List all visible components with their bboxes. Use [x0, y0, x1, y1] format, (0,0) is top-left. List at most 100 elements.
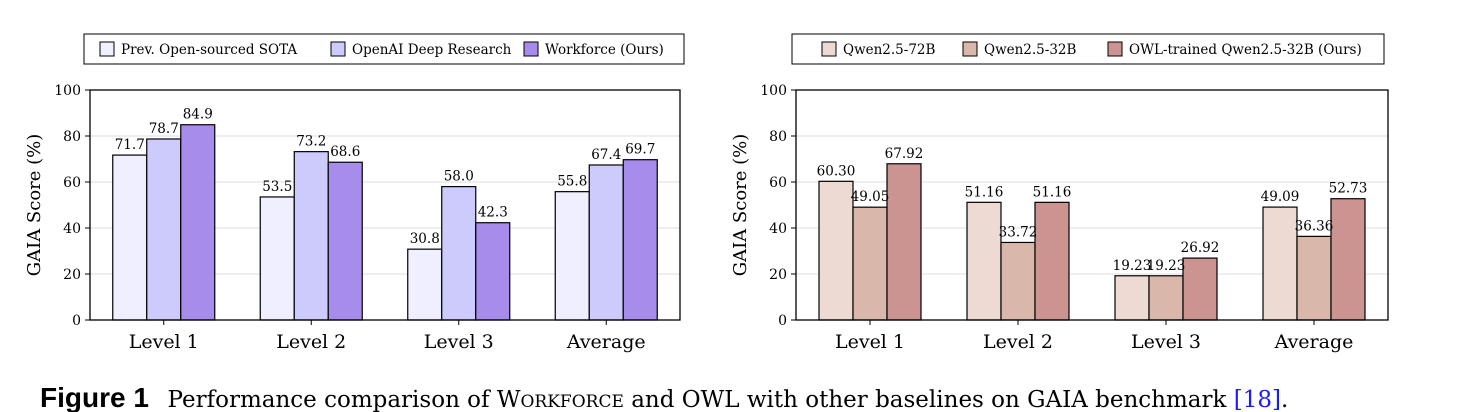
data-label: 84.9 [183, 107, 213, 123]
y-tick-label: 20 [769, 267, 787, 283]
legend-swatch [523, 41, 539, 57]
x-tick-label: Level 2 [983, 331, 1053, 353]
data-label: 67.4 [591, 147, 621, 163]
legend-label: Qwen2.5-72B [843, 42, 936, 58]
caption-workforce-smallcaps: ORKFORCE [520, 392, 624, 412]
bar [1148, 275, 1184, 321]
y-tick-label: 40 [769, 221, 787, 237]
value-labels: 71.778.784.9 53.5 73.268.6 30.8 58.0 42.3 55.8… [115, 107, 656, 247]
y-tick-label: 40 [63, 221, 81, 237]
data-label: 52.73 [1329, 181, 1368, 197]
data-label: 73.2 [296, 134, 326, 150]
bars [112, 124, 658, 321]
data-label: 26.92 [1181, 240, 1220, 256]
bar [1034, 201, 1070, 321]
bar [327, 161, 363, 321]
legend-swatch [821, 41, 837, 57]
y-tick-label: 60 [63, 175, 81, 191]
legend-box [83, 33, 685, 65]
value-labels: 60.30 49.05 67.92 51.16 33.72 51.16 19.2319.23… [817, 146, 1368, 274]
legend-swatch [962, 41, 978, 57]
x-tick-label: Level 3 [1131, 331, 1201, 353]
x-ticks: Level 1 Level 2 Level 3 Average [129, 320, 646, 353]
bar [554, 191, 590, 321]
data-label: 53.5 [262, 179, 292, 195]
y-tick-label: 20 [63, 267, 81, 283]
legend-label: Qwen2.5-32B [984, 42, 1077, 58]
data-label: 58.0 [444, 169, 474, 185]
bar [441, 186, 477, 321]
chart-right: Qwen2.5-72B Qwen2.5-32B OWL-trained Qwen2.… [730, 33, 1389, 353]
x-tick-label: Level 3 [424, 331, 494, 353]
bar [259, 196, 295, 321]
bar [818, 180, 854, 321]
bar [852, 206, 888, 321]
data-label: 71.7 [115, 137, 145, 153]
legend-label: Workforce (Ours) [545, 42, 664, 58]
bar [966, 201, 1002, 321]
bar [475, 222, 511, 321]
data-label: 78.7 [149, 121, 179, 137]
x-ticks: Level 1 Level 2 Level 3 Average [835, 320, 1353, 353]
figure: Prev. Open-sourced SOTA OpenAI Deep Resea… [24, 33, 1389, 353]
bar [1330, 198, 1366, 321]
data-label: 49.05 [851, 189, 890, 205]
y-tick-label: 60 [769, 175, 787, 191]
data-label: 55.8 [557, 174, 587, 190]
data-label: 51.16 [965, 184, 1004, 200]
legend-swatch [1107, 41, 1123, 57]
data-label: 49.09 [1261, 189, 1300, 205]
data-label: 19.23 [1113, 258, 1152, 274]
legend-label: Prev. Open-sourced SOTA [121, 42, 297, 58]
y-ticks: 0 20 40 60 80 100 [760, 83, 796, 329]
x-tick-label: Average [566, 331, 646, 353]
y-tick-label: 100 [54, 83, 81, 99]
data-label: 51.16 [1033, 184, 1072, 200]
bar [1296, 235, 1332, 321]
data-label: 69.7 [625, 142, 655, 158]
bar [180, 124, 216, 321]
bar [1262, 206, 1298, 321]
bar [1182, 257, 1218, 321]
legend-swatch [99, 41, 115, 57]
bar [293, 151, 329, 321]
x-tick-label: Level 1 [835, 331, 905, 353]
data-label: 42.3 [478, 205, 508, 221]
data-label: 36.36 [1295, 218, 1334, 234]
data-label: 60.30 [817, 163, 856, 179]
data-label: 19.23 [1147, 258, 1186, 274]
y-tick-label: 80 [769, 129, 787, 145]
caption-text-start: Performance comparison of W [167, 387, 521, 412]
legend-label: OWL-trained Qwen2.5-32B (Ours) [1129, 42, 1362, 58]
figure-caption: Figure 1 Performance comparison of WORKF… [0, 382, 1480, 412]
bar [886, 163, 922, 321]
bar [146, 138, 182, 321]
x-tick-label: Level 1 [129, 331, 199, 353]
y-axis-label: GAIA Score (%) [24, 134, 45, 277]
legend-swatch [330, 41, 346, 57]
y-tick-label: 80 [63, 129, 81, 145]
caption-text-end: . [1280, 387, 1289, 412]
bar [588, 164, 624, 321]
x-tick-label: Average [1274, 331, 1354, 353]
legend: Qwen2.5-72B Qwen2.5-32B OWL-trained Qwen2.… [821, 41, 1362, 58]
plot-frame [89, 89, 681, 321]
data-label: 33.72 [999, 224, 1038, 240]
x-tick-label: Level 2 [276, 331, 346, 353]
caption-text: Performance comparison of WORKFORCE and … [153, 387, 1289, 412]
caption-text-middle: and OWL with other baselines on GAIA ben… [623, 387, 1234, 412]
data-label: 30.8 [410, 231, 440, 247]
plot-frame [795, 89, 1389, 321]
legend: Prev. Open-sourced SOTA OpenAI Deep Resea… [99, 41, 664, 58]
bar [1114, 275, 1150, 321]
y-tick-label: 0 [72, 313, 81, 329]
citation-link[interactable]: [18] [1233, 387, 1281, 412]
y-tick-label: 100 [760, 83, 787, 99]
y-axis-label: GAIA Score (%) [730, 134, 751, 277]
legend-label: OpenAI Deep Research [352, 42, 512, 58]
bar [112, 154, 148, 321]
bar [1000, 241, 1036, 321]
legend-box [791, 33, 1385, 65]
bar [407, 248, 443, 321]
bar [622, 159, 658, 321]
